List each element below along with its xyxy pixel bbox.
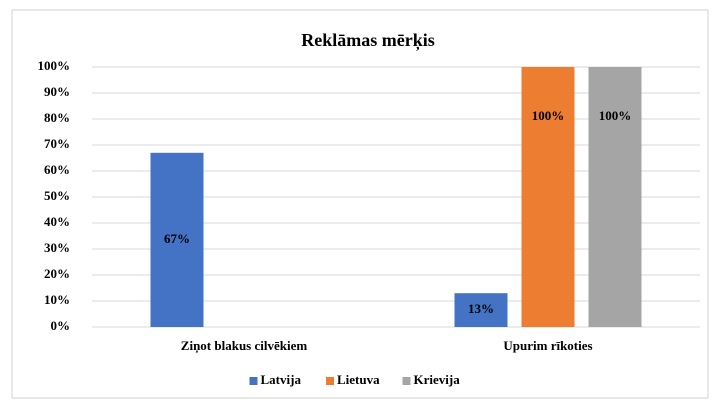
x-tick-label: Ziņot blakus cilvēkiem [181,338,308,354]
legend-label: Latvija [261,372,302,387]
data-label: 100% [599,108,632,123]
y-tick-label: 40% [44,214,70,229]
y-tick-label: 20% [44,266,70,281]
bar [454,293,508,327]
bar [588,67,642,327]
y-tick-label: 80% [44,110,70,125]
y-tick-label: 100% [38,58,71,73]
y-tick-label: 0% [51,318,71,333]
legend-swatch [326,377,334,385]
data-label: 67% [164,231,190,246]
x-tick-label: Upurim rīkoties [503,338,592,353]
y-tick-label: 70% [44,136,70,151]
y-tick-label: 90% [44,84,70,99]
y-tick-label: 50% [44,188,70,203]
data-label: 13% [468,301,494,316]
bar [521,67,575,327]
y-tick-label: 30% [44,240,70,255]
legend-label: Lietuva [337,372,380,387]
y-tick-label: 60% [44,162,70,177]
y-tick-label: 10% [44,292,70,307]
data-label: 100% [532,108,565,123]
bar [150,152,204,327]
chart-title: Reklāmas mērķis [301,30,435,51]
legend-label: Krievija [414,372,461,387]
legend-swatch [402,377,411,385]
legend-swatch [249,377,258,385]
